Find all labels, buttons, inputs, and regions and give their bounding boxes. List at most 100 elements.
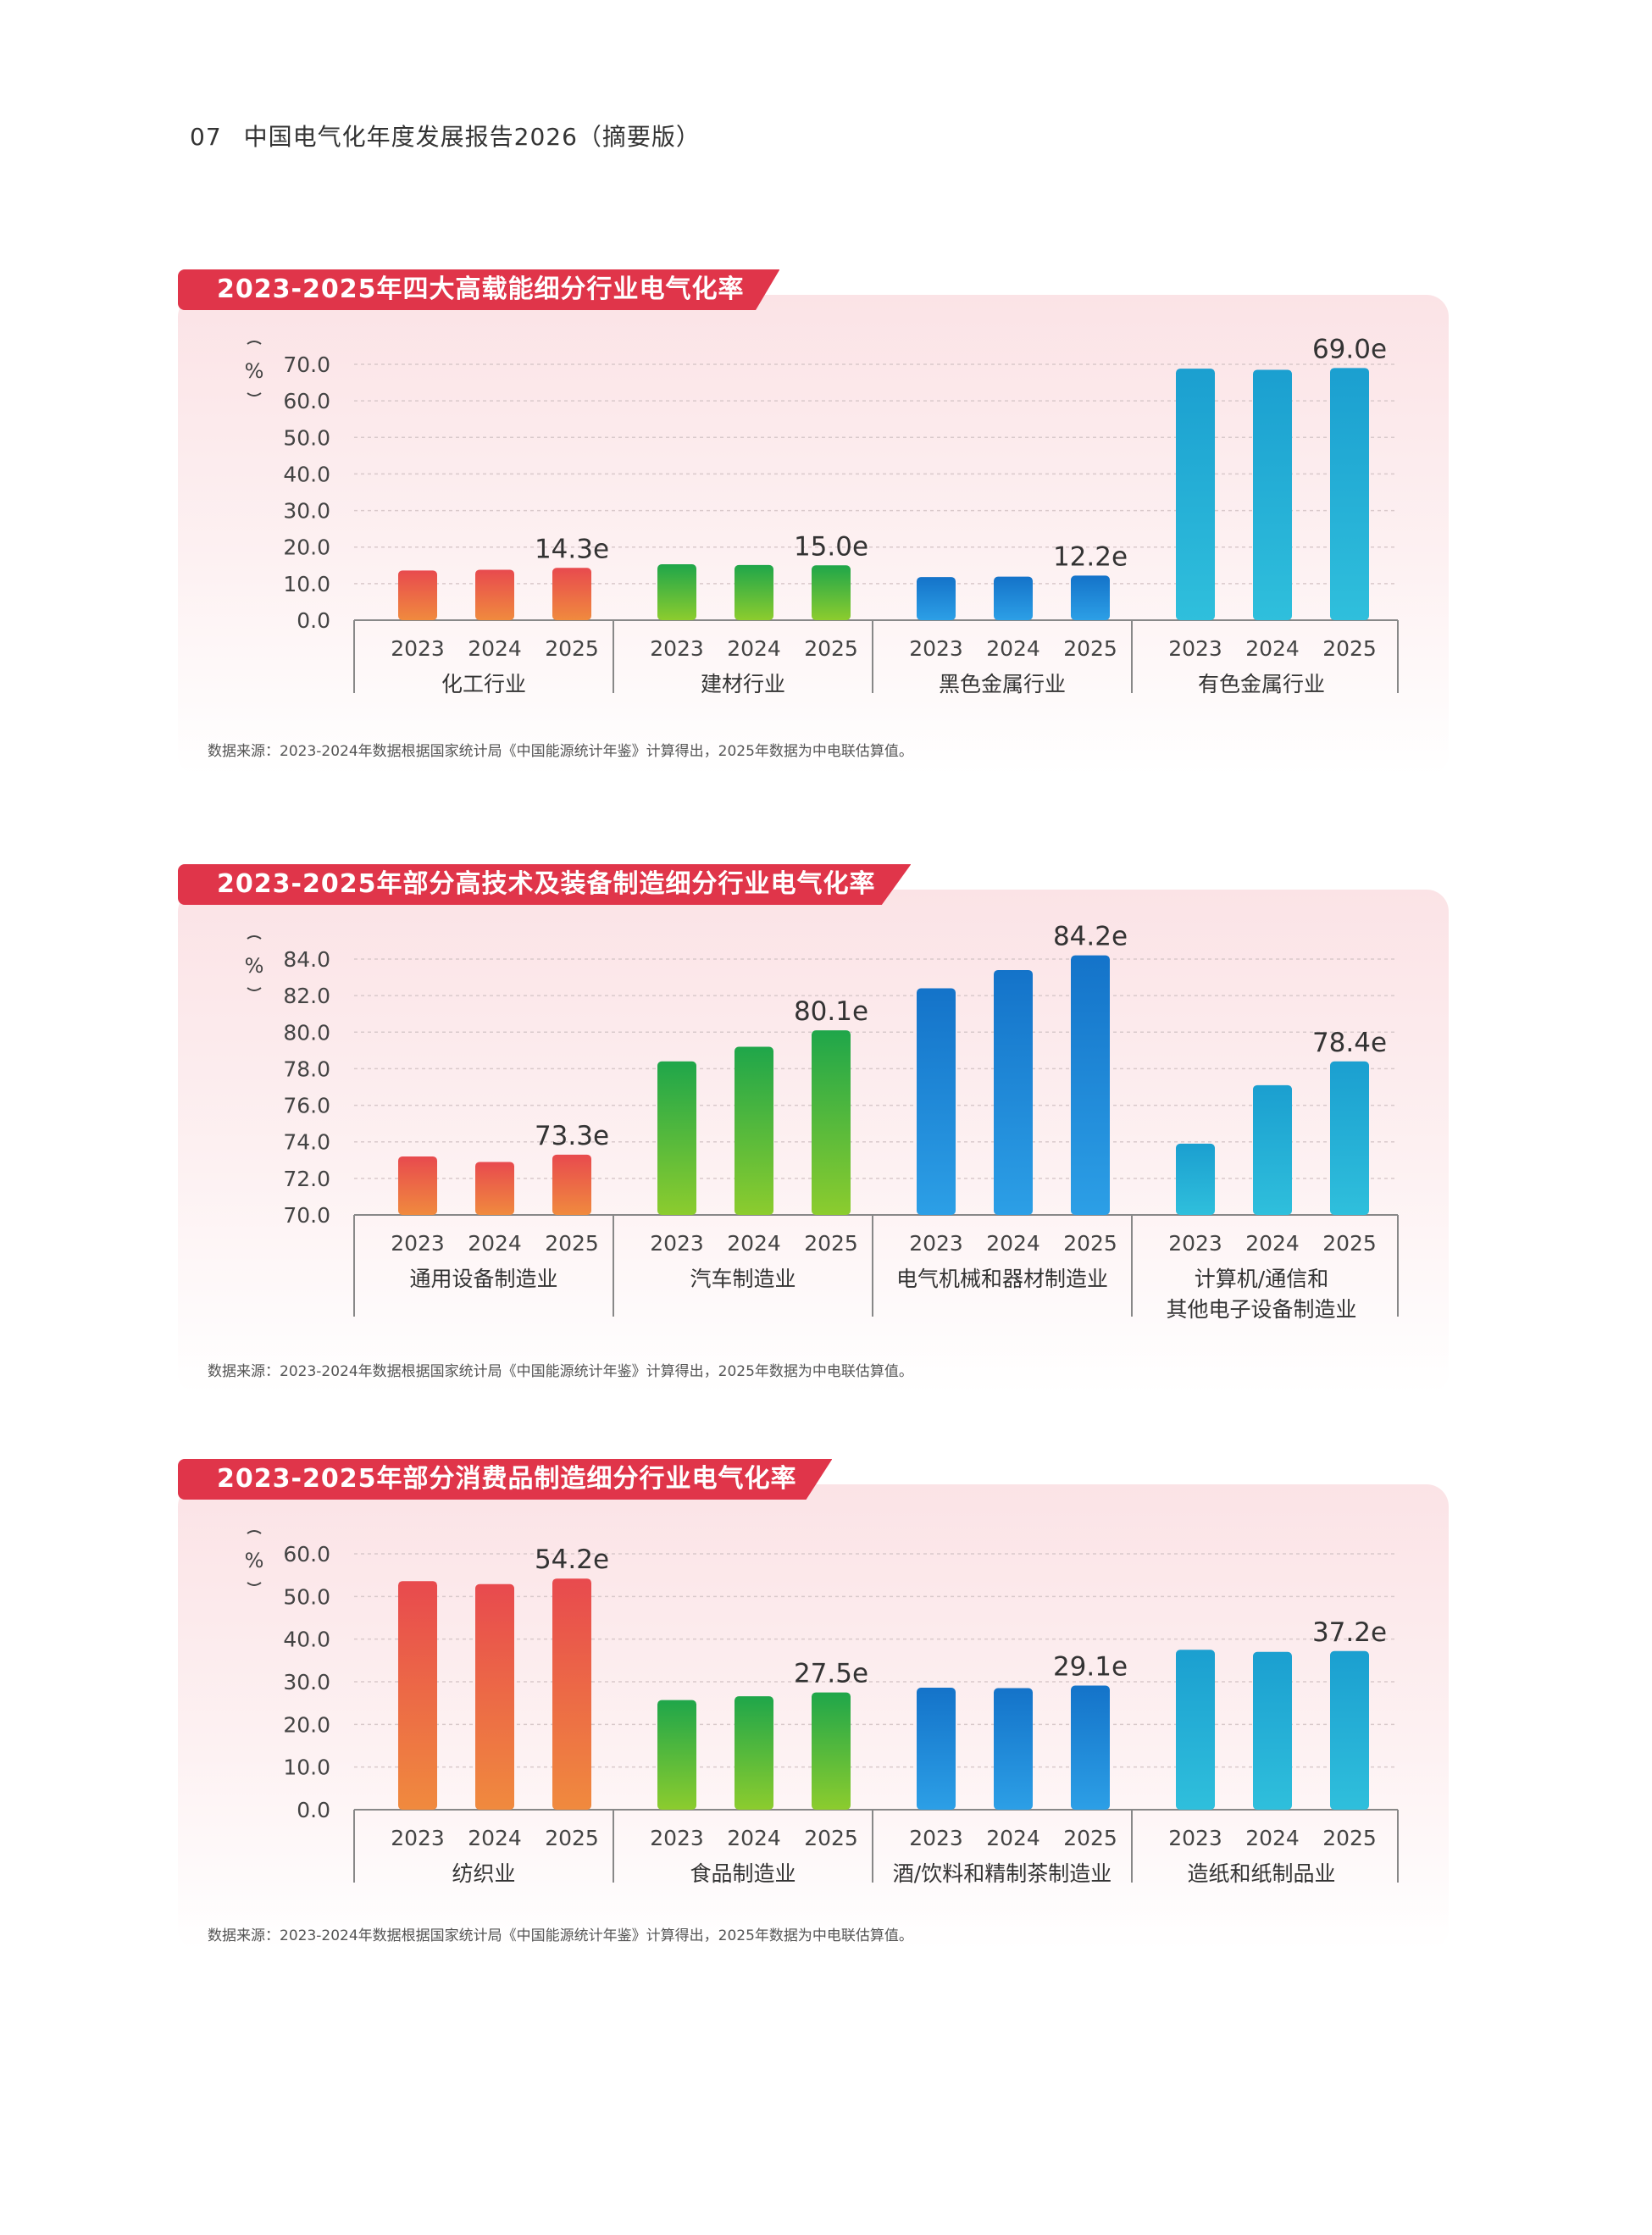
x-tick-label: 2025 <box>1322 1826 1377 1850</box>
bar <box>812 565 851 620</box>
bar <box>735 564 773 620</box>
data-label: 37.2e <box>1312 1617 1387 1648</box>
category-label: 食品制造业 <box>690 1861 796 1886</box>
data-label: 84.2e <box>1053 922 1128 952</box>
x-tick-label: 2023 <box>1168 1826 1222 1850</box>
data-label: 27.5e <box>794 1659 868 1689</box>
x-tick-label: 2024 <box>1245 1231 1300 1256</box>
y-axis-unit: % <box>245 341 264 397</box>
y-tick-label: 20.0 <box>283 1712 330 1737</box>
category-label: 酒/饮料和精制茶制造业 <box>893 1861 1111 1886</box>
y-tick-label: 70.0 <box>283 352 330 377</box>
x-tick-label: 2024 <box>1245 1826 1300 1850</box>
x-tick-label: 2023 <box>909 636 963 661</box>
bar <box>657 563 696 620</box>
report-title: 中国电气化年度发展报告2026（摘要版） <box>243 123 701 151</box>
x-tick-label: 2024 <box>986 1826 1040 1850</box>
bar <box>475 1162 514 1215</box>
bar <box>657 1061 696 1215</box>
bar <box>917 988 956 1215</box>
bar <box>994 576 1033 620</box>
x-tick-label: 2024 <box>727 1826 781 1850</box>
svg-text:%: % <box>245 359 264 383</box>
x-tick-label: 2023 <box>909 1231 963 1256</box>
y-tick-label: 78.0 <box>283 1056 330 1081</box>
data-label: 54.2e <box>535 1545 609 1575</box>
bar <box>398 570 437 620</box>
y-tick-label: 10.0 <box>283 572 330 596</box>
x-tick-label: 2025 <box>545 1826 599 1850</box>
bar <box>657 1700 696 1810</box>
bar <box>917 577 956 620</box>
chart-panel-high-tech: 2023-2025年部分高技术及装备制造细分行业电气化率 % 84.0 82.0 80… <box>178 864 1449 1395</box>
chart-background <box>178 295 1449 776</box>
chart-panel-energy-intensive: 2023-2025年四大高载能细分行业电气化率 % 70.0 60.0 50.0 40.… <box>178 269 1449 776</box>
y-tick-label: 72.0 <box>283 1167 330 1191</box>
bar <box>994 969 1033 1215</box>
category-label: 有色金属行业 <box>1198 672 1325 696</box>
category-label: 电气机械和器材制造业 <box>896 1267 1108 1291</box>
y-tick-label: 0.0 <box>297 1798 330 1822</box>
chart-title: 2023-2025年四大高载能细分行业电气化率 <box>178 269 780 310</box>
bar-chart: % 60.0 50.0 40.0 30.0 20.0 10.0 0.0 2023 2024 2025… <box>245 1530 1399 1886</box>
category-label: 计算机/通信和 <box>1195 1267 1328 1291</box>
x-tick-label: 2025 <box>1063 1231 1117 1256</box>
x-tick-label: 2023 <box>650 636 704 661</box>
x-tick-label: 2025 <box>804 1826 858 1850</box>
category-label: 纺织业 <box>452 1861 515 1886</box>
y-tick-label: 50.0 <box>283 1584 330 1609</box>
x-tick-label: 2023 <box>909 1826 963 1850</box>
bar-chart: % 70.0 60.0 50.0 40.0 30.0 20.0 10.0 0.0 2023 2024… <box>245 334 1399 696</box>
y-tick-label: 30.0 <box>283 1670 330 1694</box>
bar <box>552 1578 591 1810</box>
x-tick-label: 2025 <box>804 636 858 661</box>
x-tick-label: 2024 <box>468 1826 522 1850</box>
data-label: 12.2e <box>1053 541 1128 572</box>
y-tick-label: 60.0 <box>283 389 330 413</box>
y-tick-label: 40.0 <box>283 462 330 486</box>
bar <box>398 1581 437 1810</box>
data-label: 14.3e <box>535 534 609 564</box>
y-tick-label: 76.0 <box>283 1094 330 1118</box>
bar <box>1176 369 1215 620</box>
x-tick-label: 2024 <box>727 636 781 661</box>
y-tick-label: 74.0 <box>283 1130 330 1155</box>
y-tick-label: 60.0 <box>283 1542 330 1567</box>
chart-title: 2023-2025年部分消费品制造细分行业电气化率 <box>178 1459 833 1500</box>
x-tick-label: 2023 <box>391 636 445 661</box>
bar <box>1330 368 1369 620</box>
chart-title: 2023-2025年部分高技术及装备制造细分行业电气化率 <box>178 864 912 905</box>
bar <box>1330 1061 1369 1215</box>
bar <box>917 1688 956 1810</box>
bar <box>1176 1650 1215 1810</box>
bar <box>398 1156 437 1215</box>
x-tick-label: 2025 <box>1063 636 1117 661</box>
chart-source-note: 数据来源：2023-2024年数据根据国家统计局《中国能源统计年鉴》计算得出，2… <box>208 1363 913 1380</box>
bar <box>1330 1650 1369 1810</box>
bar <box>1071 575 1110 620</box>
data-label: 69.0e <box>1312 334 1387 364</box>
x-tick-label: 2025 <box>1322 1231 1377 1256</box>
svg-text:%: % <box>245 954 264 978</box>
x-tick-label: 2023 <box>391 1231 445 1256</box>
x-tick-label: 2023 <box>1168 636 1222 661</box>
bar-chart: % 84.0 82.0 80.0 78.0 76.0 74.0 72.0 70.0 2023 202… <box>245 922 1399 1322</box>
y-tick-label: 30.0 <box>283 499 330 524</box>
category-label: 通用设备制造业 <box>409 1267 557 1291</box>
bar <box>475 569 514 620</box>
bar <box>552 1154 591 1215</box>
y-axis-unit: % <box>245 935 264 991</box>
category-label: 化工行业 <box>441 672 526 696</box>
x-tick-label: 2025 <box>1063 1826 1117 1850</box>
y-tick-label: 50.0 <box>283 425 330 450</box>
x-tick-label: 2024 <box>1245 636 1300 661</box>
y-tick-label: 84.0 <box>283 947 330 972</box>
x-tick-label: 2024 <box>727 1231 781 1256</box>
y-tick-label: 10.0 <box>283 1755 330 1780</box>
bar <box>812 1692 851 1810</box>
bar <box>735 1046 773 1215</box>
x-tick-label: 2024 <box>468 636 522 661</box>
bar <box>552 568 591 620</box>
x-tick-label: 2024 <box>468 1231 522 1256</box>
x-tick-label: 2023 <box>650 1826 704 1850</box>
